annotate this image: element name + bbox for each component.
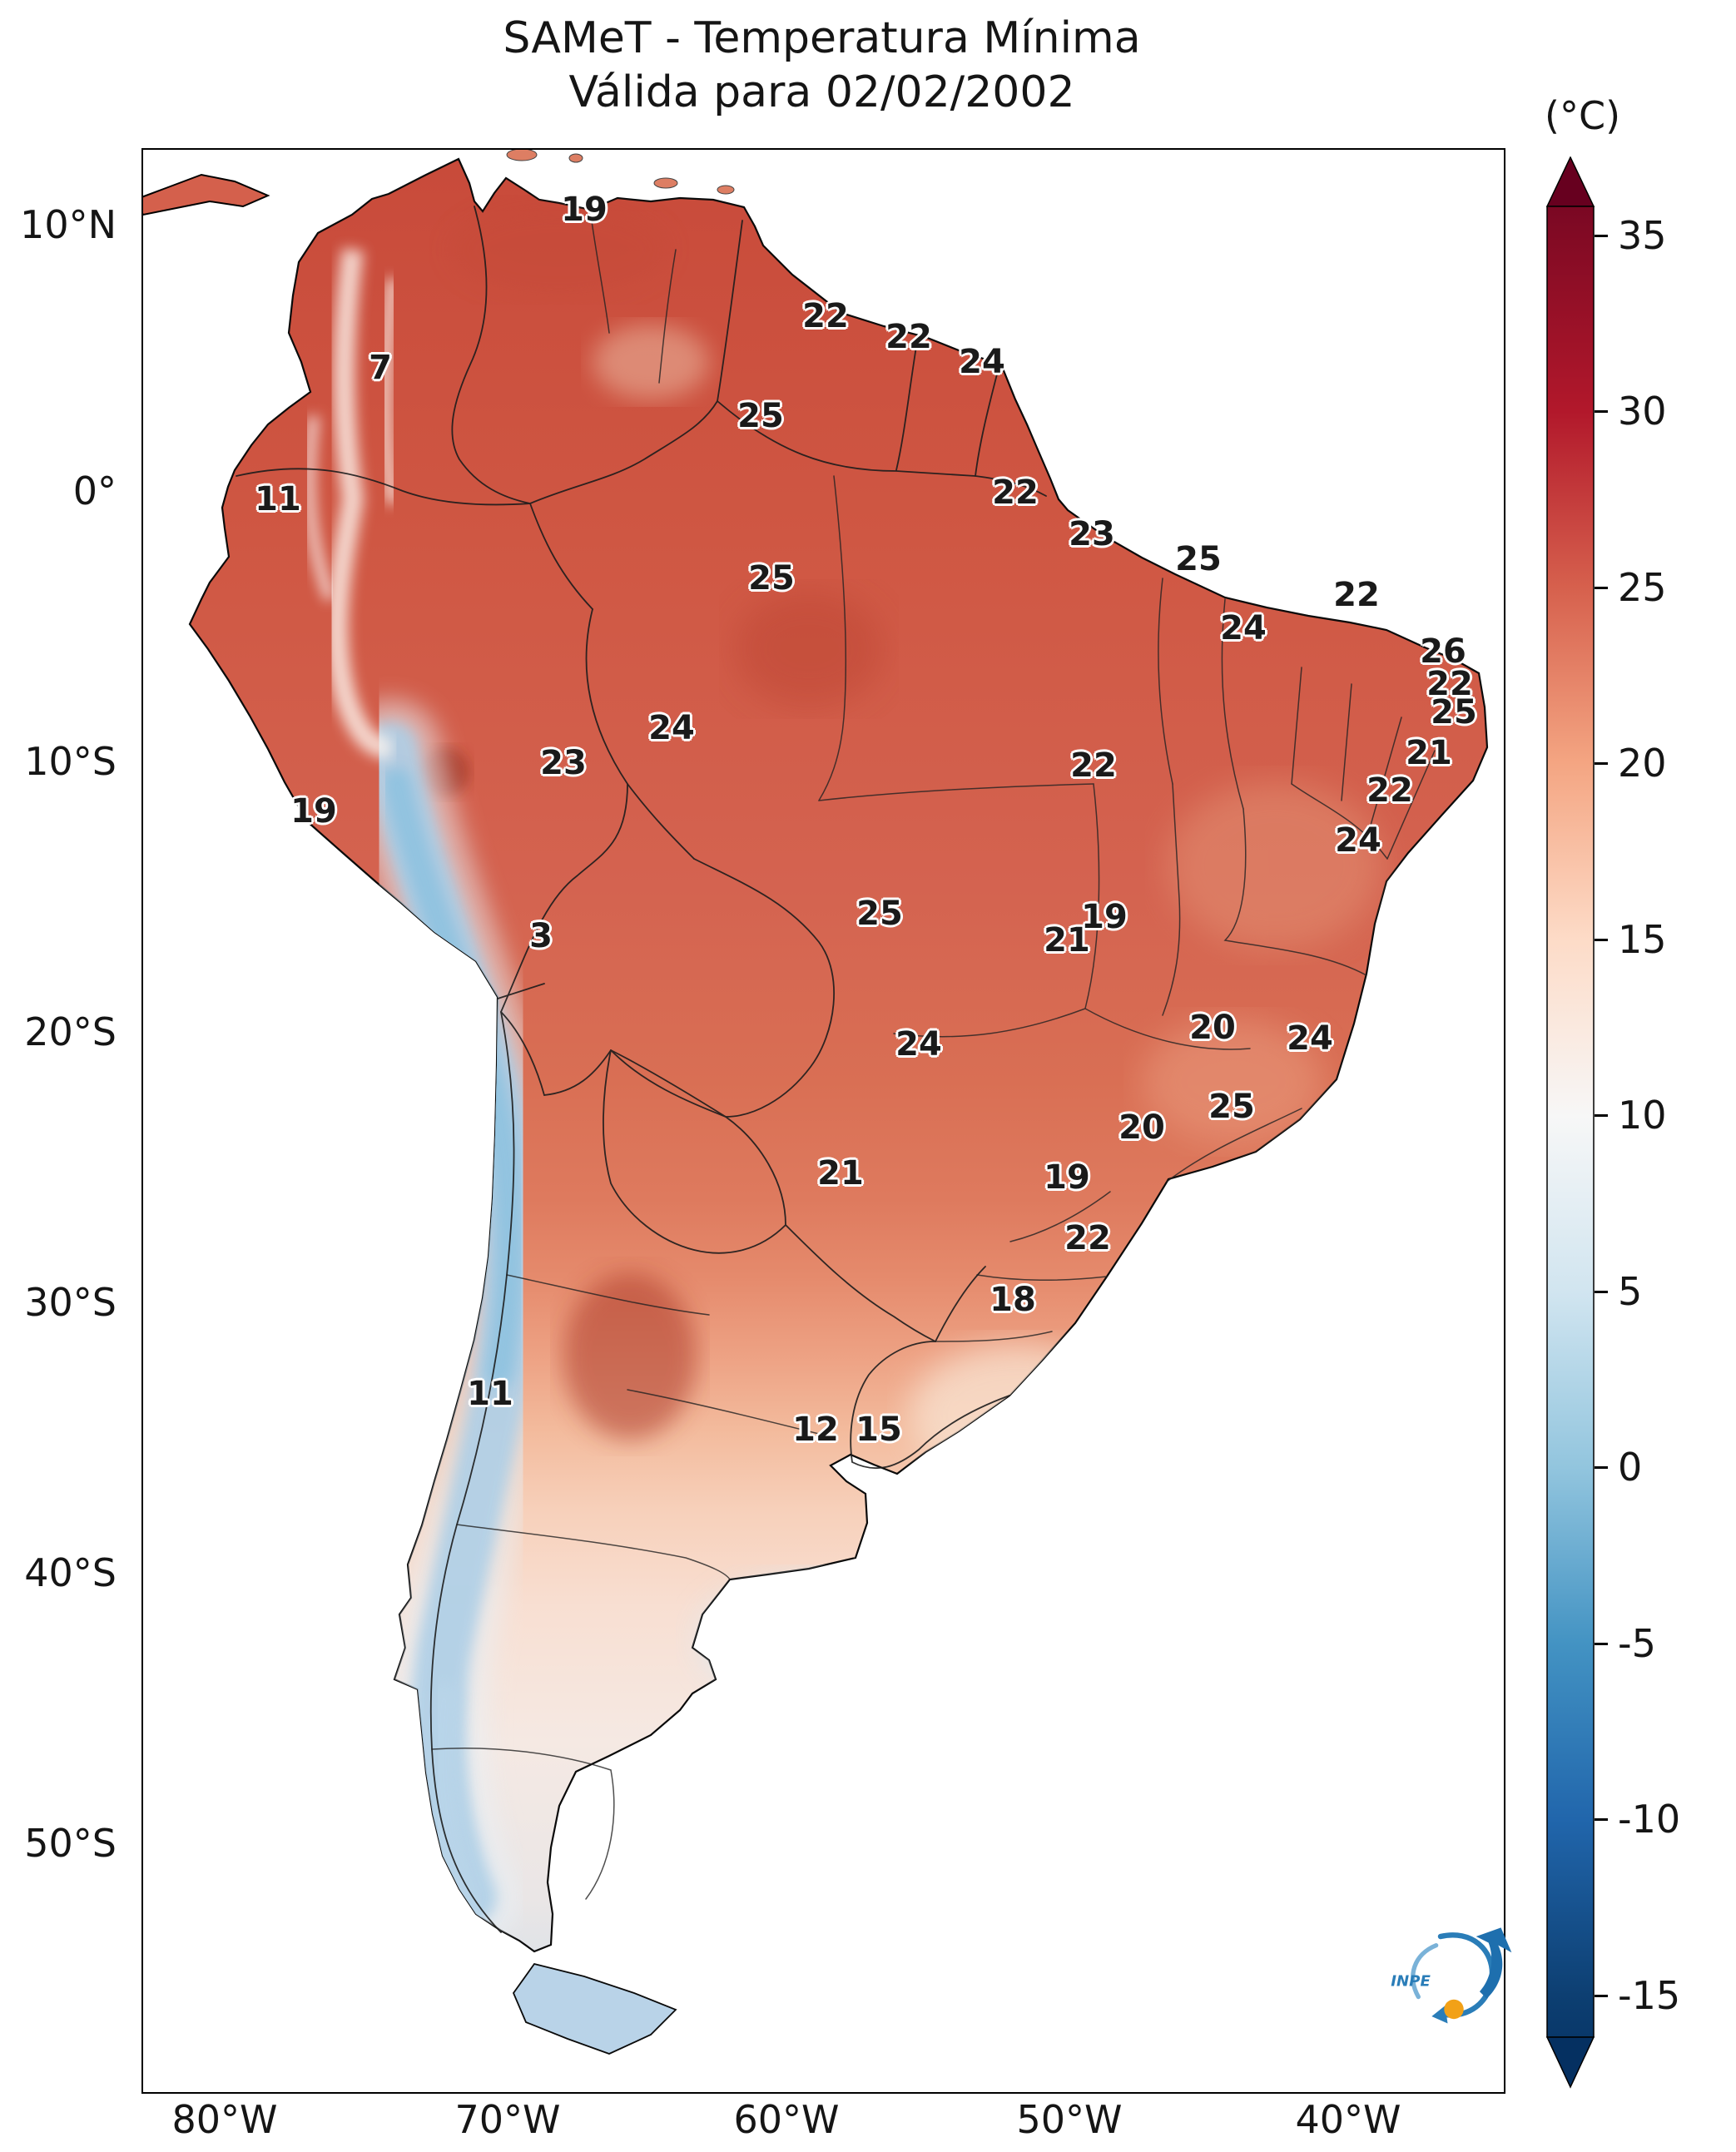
temp-value-label: 11 (255, 480, 301, 518)
lat-tick-label: 20°S (24, 1009, 117, 1054)
state-borders (431, 209, 1436, 1900)
temp-value-label: 3 (529, 917, 553, 955)
temp-value-label: 19 (290, 792, 337, 831)
figure-title-line1: SAMeT - Temperatura Mínima (503, 13, 1141, 63)
temp-value-label: 25 (1175, 540, 1222, 578)
temp-value-label: 25 (856, 895, 903, 933)
temp-value-label: 22 (1426, 665, 1473, 703)
lon-tick-label: 50°W (1016, 2097, 1123, 2142)
colorbar-tick-mark (1595, 762, 1608, 765)
temp-value-label: 12 (792, 1411, 839, 1449)
colorbar-tick-label: 15 (1618, 917, 1667, 962)
temp-value-label: 22 (802, 297, 849, 335)
colorbar-tick-label: 5 (1618, 1269, 1643, 1314)
colorbar-tick-mark (1595, 1818, 1608, 1821)
temp-value-label: 22 (1064, 1219, 1111, 1257)
temp-value-label: 24 (959, 343, 1005, 381)
south-america-map (143, 150, 1489, 2055)
colorbar-tick-mark (1595, 1466, 1608, 1469)
colorbar-tick-mark (1595, 235, 1608, 237)
temp-value-label: 20 (1189, 1009, 1236, 1047)
lat-tick-label: 0° (72, 469, 117, 513)
colorbar-tick-label: -15 (1618, 1973, 1681, 2018)
temp-value-label: 24 (1287, 1019, 1333, 1058)
colorbar-tick-label: -5 (1618, 1621, 1656, 1666)
colorbar-arrow-bottom (1546, 2036, 1595, 2089)
lat-tick-label: 10°N (20, 202, 117, 247)
lon-tick-label: 40°W (1295, 2097, 1401, 2142)
colorbar-tick-mark (1595, 1643, 1608, 1645)
figure-title-line2: Válida para 02/02/2002 (568, 67, 1075, 117)
colorbar-tick-mark (1595, 1114, 1608, 1117)
colorbar-tick-label: 10 (1618, 1093, 1667, 1138)
temp-value-label: 19 (1044, 1158, 1090, 1197)
longitude-axis: 80°W 70°W 60°W 50°W 40°W (0, 2097, 1736, 2147)
inpe-logo-graphic: INPE (1391, 1927, 1512, 2024)
temp-value-label: 19 (561, 191, 608, 229)
temp-value-label: 21 (817, 1154, 864, 1193)
temp-value-label: 24 (648, 709, 695, 747)
colorbar-tick-label: 25 (1618, 565, 1667, 610)
inpe-logo: INPE (1387, 1910, 1520, 2043)
colorbar-tick-mark (1595, 939, 1608, 941)
temp-value-label: 25 (1431, 693, 1477, 731)
colorbar-arrow-top (1546, 156, 1595, 207)
lon-tick-label: 80°W (171, 2097, 278, 2142)
logo-outer-arc (1411, 1943, 1439, 2000)
temp-value-label: 18 (990, 1281, 1036, 1319)
lat-tick-label: 40°S (24, 1550, 117, 1595)
temp-value-label: 15 (856, 1411, 902, 1449)
temp-value-label: 19 (1081, 898, 1128, 936)
temp-value-label: 26 (1420, 632, 1466, 671)
temp-value-label: 22 (1366, 771, 1413, 810)
temp-value-label: 20 (1118, 1108, 1165, 1147)
temperature-labels: 19 22 22 24 25 7 11 22 23 25 25 24 22 26 22 25 24 23 21 22 2… (143, 150, 1504, 2092)
colorbar-tick-label: 30 (1618, 389, 1667, 434)
central-america-sliver (143, 173, 270, 216)
colorbar-ticks: 35 30 25 20 15 10 5 0 -5 -10 -15 (1595, 0, 1736, 2152)
latitude-axis: 10°N 0° 10°S 20°S 30°S 40°S 50°S (0, 0, 125, 2152)
temp-value-label: 23 (540, 744, 587, 782)
temp-value-label: 24 (1220, 609, 1267, 647)
colorbar-tick-label: 35 (1618, 213, 1667, 258)
temp-value-label: 24 (895, 1025, 942, 1064)
colorbar-gradient-bar (1546, 206, 1595, 2038)
caribbean-islands (506, 150, 735, 195)
temp-value-label: 22 (885, 318, 932, 356)
colorbar-tick-label: 0 (1618, 1445, 1643, 1490)
temp-value-label: 22 (1070, 746, 1117, 785)
lat-tick-label: 10°S (24, 739, 117, 784)
temp-value-label: 25 (737, 397, 784, 435)
temp-value-label: 25 (748, 559, 795, 598)
colorbar-tick-label: 20 (1618, 741, 1667, 786)
logo-arc-arrowhead (1431, 2006, 1448, 2024)
colorbar-unit-label: (°C) (1545, 93, 1621, 138)
colorbar-tick-mark (1595, 1995, 1608, 1997)
logo-big-arrow (1476, 1927, 1512, 1999)
lat-tick-label: 30°S (24, 1280, 117, 1325)
temp-value-label: 25 (1208, 1088, 1255, 1126)
colorbar (1546, 156, 1595, 2089)
map-plot: 19 22 22 24 25 7 11 22 23 25 25 24 22 26 22 25 24 23 21 22 2… (141, 148, 1512, 2094)
colorbar-tick-label: -10 (1618, 1797, 1681, 1842)
temp-value-label: 22 (1333, 576, 1380, 614)
inpe-logo-text: INPE (1391, 1973, 1431, 1991)
temp-value-label: 21 (1044, 921, 1090, 959)
temp-value-label: 23 (1069, 515, 1115, 553)
figure-title: SAMeT - Temperatura Mínima Válida para 0… (141, 12, 1502, 120)
logo-orange-dot (1444, 1999, 1464, 2020)
colorbar-tick-mark (1595, 587, 1608, 589)
lon-tick-label: 60°W (733, 2097, 840, 2142)
temp-value-label: 7 (369, 349, 392, 387)
temp-value-label: 24 (1335, 821, 1381, 860)
colorbar-tick-mark (1595, 1291, 1608, 1293)
lat-tick-label: 50°S (24, 1821, 117, 1866)
temp-value-label: 22 (992, 474, 1039, 512)
lon-tick-label: 70°W (454, 2097, 561, 2142)
temp-value-label: 11 (467, 1375, 513, 1413)
country-borders (236, 206, 1047, 1933)
colorbar-tick-mark (1595, 410, 1608, 413)
temp-value-label: 21 (1406, 734, 1452, 772)
